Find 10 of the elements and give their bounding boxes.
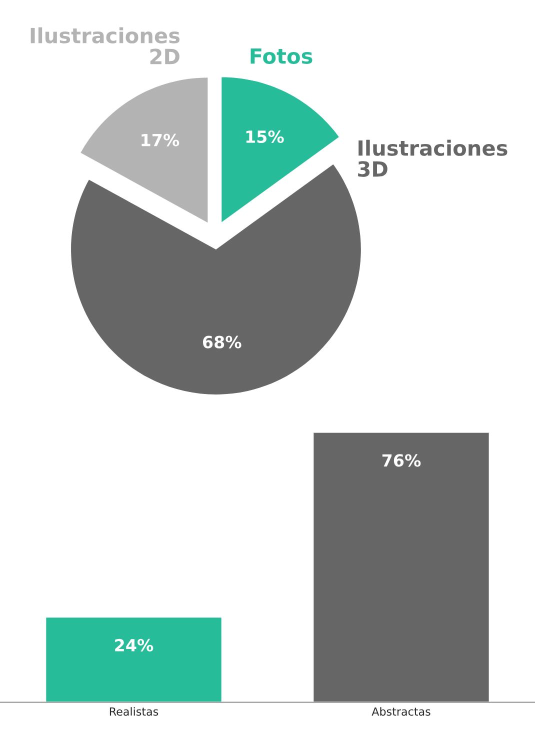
x-tick-label: Abstractas <box>372 707 430 716</box>
data-label: 15% <box>246 130 284 144</box>
data-label: 68% <box>202 336 242 348</box>
slice-label: Ilustraciones 2D <box>30 27 180 64</box>
slice-label: Fotos <box>250 48 312 64</box>
data-label: 76% <box>382 454 421 467</box>
data-label: 17% <box>142 134 180 146</box>
x-tick-label: Realistas <box>110 707 158 716</box>
slice-label: Ilustraciones 3D <box>358 140 508 177</box>
data-label: 24% <box>115 638 154 652</box>
